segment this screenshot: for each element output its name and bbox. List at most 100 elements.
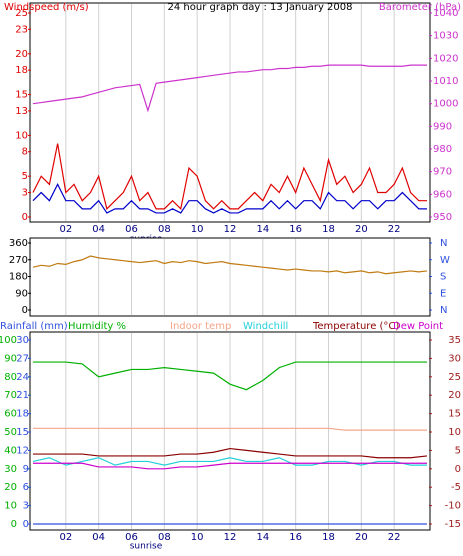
y-tick-label: -10: [445, 501, 461, 512]
y2-tick-label: 1030: [433, 31, 458, 42]
y-tick-label: 13: [15, 106, 28, 117]
x-tick-label: 08: [158, 532, 171, 543]
legend-label: Temperature (°C): [312, 321, 399, 332]
y-tick-label: 180: [9, 272, 28, 283]
y-axis-title: Windspeed (m/s): [4, 2, 89, 13]
y2-tick-label: 1010: [433, 76, 458, 87]
y3-tick-label: 18: [16, 409, 29, 420]
y2-tick-label: 950: [433, 212, 452, 223]
x-tick-label: 22: [388, 532, 401, 543]
x-tick-label: 18: [322, 224, 335, 235]
x-tick-label: 10: [191, 224, 204, 235]
legend-label: Windchill: [243, 321, 288, 332]
x-tick-label: 12: [224, 532, 237, 543]
x-tick-label: 16: [289, 224, 302, 235]
y2-tick-label: E: [440, 288, 446, 299]
legend-label: Rainfall (mm): [0, 321, 68, 332]
series-line: [33, 361, 427, 391]
y-tick-label: 25: [448, 372, 461, 383]
y-tick-label: 5: [22, 171, 28, 182]
y3-tick-label: 24: [16, 372, 29, 383]
y2-axis-title: Barometer (hPa): [379, 2, 461, 13]
chart-title: 24 hour graph day : 13 January 2008: [168, 2, 353, 13]
y-tick-label: 3: [22, 188, 28, 199]
x-tick-label: 08: [158, 224, 171, 235]
y3-tick-label: 27: [16, 353, 29, 364]
y2-tick-label: N: [440, 238, 447, 249]
y3-tick-label: 12: [16, 445, 29, 456]
y-tick-label: 5: [455, 445, 461, 456]
y2-tick-label: 1000: [433, 99, 458, 110]
x-tick-label: 02: [59, 224, 72, 235]
y2-tick-label: N: [440, 305, 447, 316]
legend-label: Humidity %: [68, 321, 126, 332]
series-line: [33, 447, 428, 459]
x-tick-label: 02: [59, 532, 72, 543]
y2-tick-label: 100: [0, 335, 17, 346]
x-tick-label: 18: [322, 532, 335, 543]
y-tick-label: 0: [22, 212, 28, 223]
y3-tick-label: 15: [16, 427, 29, 438]
y-tick-label: 20: [448, 390, 461, 401]
sunrise-label: sunrise: [130, 542, 163, 552]
y3-tick-label: 0: [23, 519, 29, 530]
x-tick-label: 06: [125, 224, 138, 235]
y3-tick-label: 3: [23, 501, 29, 512]
y3-tick-label: 9: [23, 464, 29, 475]
y2-tick-label: 980: [433, 144, 452, 155]
y2-tick-label: 80: [4, 372, 17, 383]
y2-tick-label: 50: [4, 427, 17, 438]
y2-tick-label: 30: [4, 464, 17, 475]
y-tick-label: 15: [15, 90, 28, 101]
y-tick-label: 10: [448, 427, 461, 438]
y2-tick-label: W: [440, 255, 450, 266]
series-line: [32, 143, 427, 211]
y2-tick-label: 990: [433, 121, 452, 132]
y3-tick-label: 30: [16, 335, 29, 346]
series-line: [32, 255, 428, 275]
legend-label: Dew Point: [393, 321, 443, 332]
series-line: [33, 462, 427, 470]
y2-tick-label: 1040: [433, 8, 458, 19]
y-tick-label: 23: [15, 24, 28, 35]
x-tick-label: 20: [355, 224, 368, 235]
y2-tick-label: 20: [4, 482, 17, 493]
x-tick-label: 20: [355, 532, 368, 543]
y-tick-label: 8: [22, 147, 28, 158]
x-tick-label: 04: [92, 224, 105, 235]
y2-tick-label: 960: [433, 189, 452, 200]
y2-tick-label: 10: [4, 501, 17, 512]
y2-tick-label: 1020: [433, 53, 458, 64]
series-line: [32, 457, 427, 466]
series-line: [33, 427, 427, 431]
x-tick-label: 16: [289, 532, 302, 543]
y-tick-label: 0: [22, 305, 28, 316]
y2-tick-label: 40: [4, 445, 17, 456]
y-tick-label: 270: [9, 255, 28, 266]
y-tick-label: 20: [15, 49, 28, 60]
y-tick-label: 30: [448, 353, 461, 364]
y-tick-label: -15: [445, 519, 461, 530]
y-tick-label: 90: [15, 288, 28, 299]
y-tick-label: 0: [455, 464, 461, 475]
y-tick-label: 25: [15, 8, 28, 19]
x-tick-label: 04: [92, 532, 105, 543]
y2-tick-label: S: [440, 272, 446, 283]
y2-tick-label: 60: [4, 409, 17, 420]
y-tick-label: -5: [451, 482, 461, 493]
x-tick-label: 10: [191, 532, 204, 543]
y3-tick-label: 6: [23, 482, 29, 493]
y2-tick-label: 70: [4, 390, 17, 401]
series-line: [32, 64, 427, 113]
x-tick-label: 22: [388, 224, 401, 235]
y-tick-label: 18: [15, 65, 28, 76]
y2-tick-label: 0: [11, 519, 17, 530]
x-tick-label: 12: [224, 224, 237, 235]
y2-tick-label: 970: [433, 167, 452, 178]
legend-label: Indoor temp: [170, 321, 231, 332]
y-tick-label: 35: [448, 335, 461, 346]
series-line: [32, 183, 427, 214]
y-tick-label: 15: [448, 409, 461, 420]
y2-tick-label: 90: [4, 353, 17, 364]
